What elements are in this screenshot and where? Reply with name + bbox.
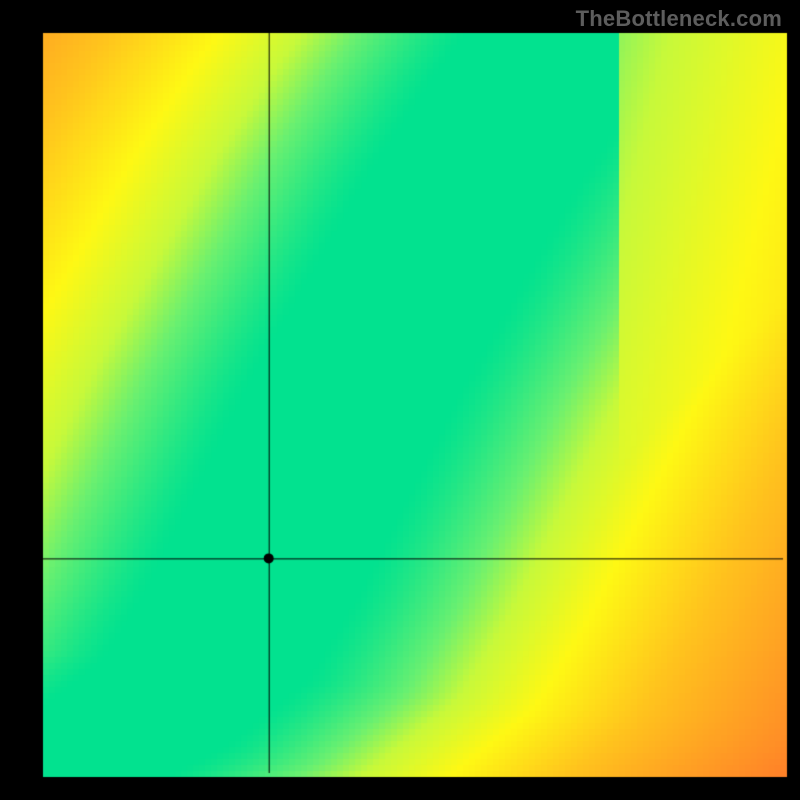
watermark-text: TheBottleneck.com [576, 6, 782, 32]
chart-container: TheBottleneck.com [0, 0, 800, 800]
bottleneck-heatmap-canvas [0, 0, 800, 800]
